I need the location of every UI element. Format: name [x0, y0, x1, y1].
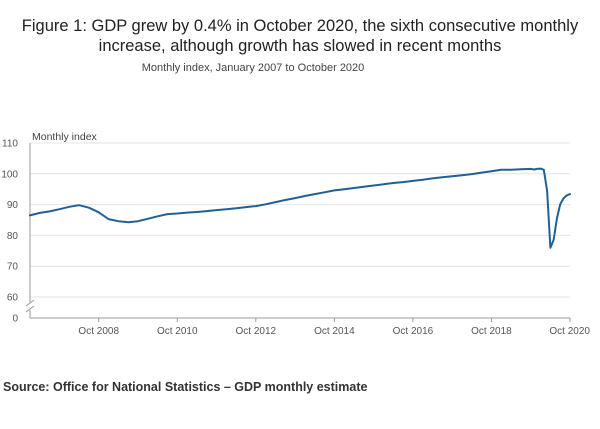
x-tick-label: Oct 2016: [393, 326, 434, 337]
x-tick-label: Oct 2014: [314, 326, 355, 337]
chart-subtitle: Monthly index, January 2007 to October 2…: [141, 62, 365, 74]
source-note: Source: Office for National Statistics –…: [3, 380, 368, 394]
y-tick-label: 70: [7, 262, 19, 273]
y-axis-label: Monthly index: [32, 131, 98, 143]
y-tick-labels: 110 100 90 80 70 60 0: [1, 139, 18, 325]
series-group: [29, 167, 571, 249]
y-tick-label: 90: [7, 200, 19, 211]
x-tick-label: Oct 2018: [471, 326, 512, 337]
series-line-gdp-index: [29, 167, 571, 249]
x-tick-labels: Oct 2008 Oct 2010 Oct 2012 Oct 2014 Oct 2016…: [78, 326, 590, 337]
x-tick-label: Oct 2010: [157, 326, 198, 337]
axis-break-mark: [25, 305, 35, 313]
x-tick-label: Oct 2008: [78, 326, 119, 337]
y-tick-label-zero: 0: [12, 314, 18, 325]
axes: [25, 143, 571, 322]
y-tick-label: 100: [1, 169, 18, 180]
y-tick-label: 80: [7, 231, 19, 242]
y-tick-label: 60: [7, 293, 19, 304]
chart-title: Figure 1: GDP grew by 0.4% in October 20…: [21, 17, 579, 55]
gridlines: [30, 142, 570, 298]
axis-break-mark: [25, 299, 35, 307]
y-tick-label: 110: [2, 139, 18, 150]
x-tick-label: Oct 2020: [549, 326, 590, 337]
x-tick-label: Oct 2012: [236, 326, 277, 337]
